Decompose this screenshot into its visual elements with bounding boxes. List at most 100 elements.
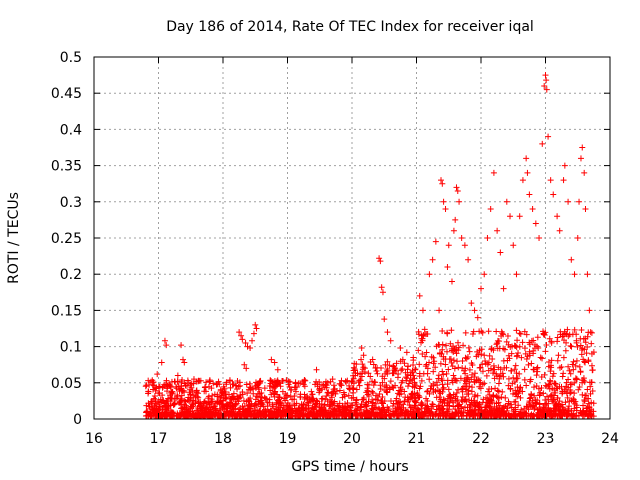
data-point: [481, 380, 488, 387]
data-point: [521, 345, 528, 352]
data-point: [571, 379, 578, 386]
y-tick-label: 0.2: [60, 267, 82, 283]
data-point: [536, 400, 543, 407]
data-point: [587, 383, 594, 390]
data-point: [242, 407, 249, 414]
data-point: [531, 392, 538, 399]
data-point: [469, 384, 476, 391]
data-point: [452, 393, 459, 400]
data-point: [268, 391, 275, 398]
data-point: [472, 403, 479, 410]
data-point: [391, 367, 398, 374]
data-point: [481, 352, 488, 359]
data-point: [438, 177, 445, 184]
data-point: [433, 394, 440, 401]
data-point: [442, 206, 449, 213]
data-point: [330, 382, 337, 389]
data-point: [267, 387, 274, 394]
data-point: [415, 331, 422, 338]
data-point: [455, 402, 462, 409]
data-point: [533, 365, 540, 372]
data-point: [448, 278, 455, 285]
data-point: [239, 336, 246, 343]
data-point: [547, 368, 554, 375]
data-point: [167, 383, 174, 390]
data-point: [242, 339, 249, 346]
data-point: [524, 404, 531, 411]
data-point: [367, 358, 374, 365]
data-point: [184, 377, 191, 384]
data-point: [251, 401, 258, 408]
data-point: [516, 370, 523, 377]
data-point: [455, 347, 462, 354]
data-point: [432, 411, 439, 418]
data-point: [431, 358, 438, 365]
data-point: [457, 375, 464, 382]
data-point: [462, 354, 469, 361]
data-point: [362, 413, 369, 420]
data-point: [185, 394, 192, 401]
data-point: [159, 392, 166, 399]
data-point: [254, 394, 261, 401]
x-tick-label: 19: [279, 431, 297, 447]
data-point: [397, 358, 404, 365]
data-point: [574, 343, 581, 350]
data-point: [215, 410, 222, 417]
data-point: [323, 393, 330, 400]
data-point: [513, 271, 520, 278]
data-point: [161, 410, 168, 417]
data-point: [446, 402, 453, 409]
data-point: [439, 180, 446, 187]
data-point: [584, 333, 591, 340]
data-point: [142, 383, 149, 390]
data-point: [280, 395, 287, 402]
data-point: [445, 242, 452, 249]
data-point: [247, 405, 254, 412]
data-point: [243, 365, 250, 372]
data-point: [527, 394, 534, 401]
x-axis-label: GPS time / hours: [291, 459, 408, 475]
data-point: [511, 366, 518, 373]
data-point: [411, 402, 418, 409]
data-point: [451, 412, 458, 419]
data-point: [423, 349, 430, 356]
data-point: [493, 341, 500, 348]
data-point: [489, 370, 496, 377]
data-point: [289, 396, 296, 403]
data-point: [393, 395, 400, 402]
data-point: [247, 345, 254, 352]
data-point: [499, 388, 506, 395]
data-point: [519, 177, 526, 184]
data-point: [358, 356, 365, 363]
data-point: [273, 399, 280, 406]
data-point: [416, 361, 423, 368]
data-point: [565, 406, 572, 413]
data-point: [554, 357, 561, 364]
data-point: [573, 376, 580, 383]
data-point: [580, 335, 587, 342]
data-point: [562, 399, 569, 406]
data-point: [536, 391, 543, 398]
data-point: [335, 411, 342, 418]
data-point: [236, 379, 243, 386]
data-point: [535, 385, 542, 392]
data-point: [439, 377, 446, 384]
data-point: [490, 362, 497, 369]
data-point: [261, 394, 268, 401]
data-point: [243, 413, 250, 420]
data-point: [268, 356, 275, 363]
data-point: [363, 409, 370, 416]
data-point: [198, 404, 205, 411]
data-point: [439, 341, 446, 348]
data-point: [178, 383, 185, 390]
data-point: [404, 371, 411, 378]
data-point: [225, 412, 232, 419]
data-point: [400, 401, 407, 408]
data-point: [432, 388, 439, 395]
data-point: [271, 359, 278, 366]
data-point: [547, 377, 554, 384]
data-point: [453, 389, 460, 396]
data-point: [450, 399, 457, 406]
data-point: [387, 337, 394, 344]
data-point: [359, 361, 366, 368]
